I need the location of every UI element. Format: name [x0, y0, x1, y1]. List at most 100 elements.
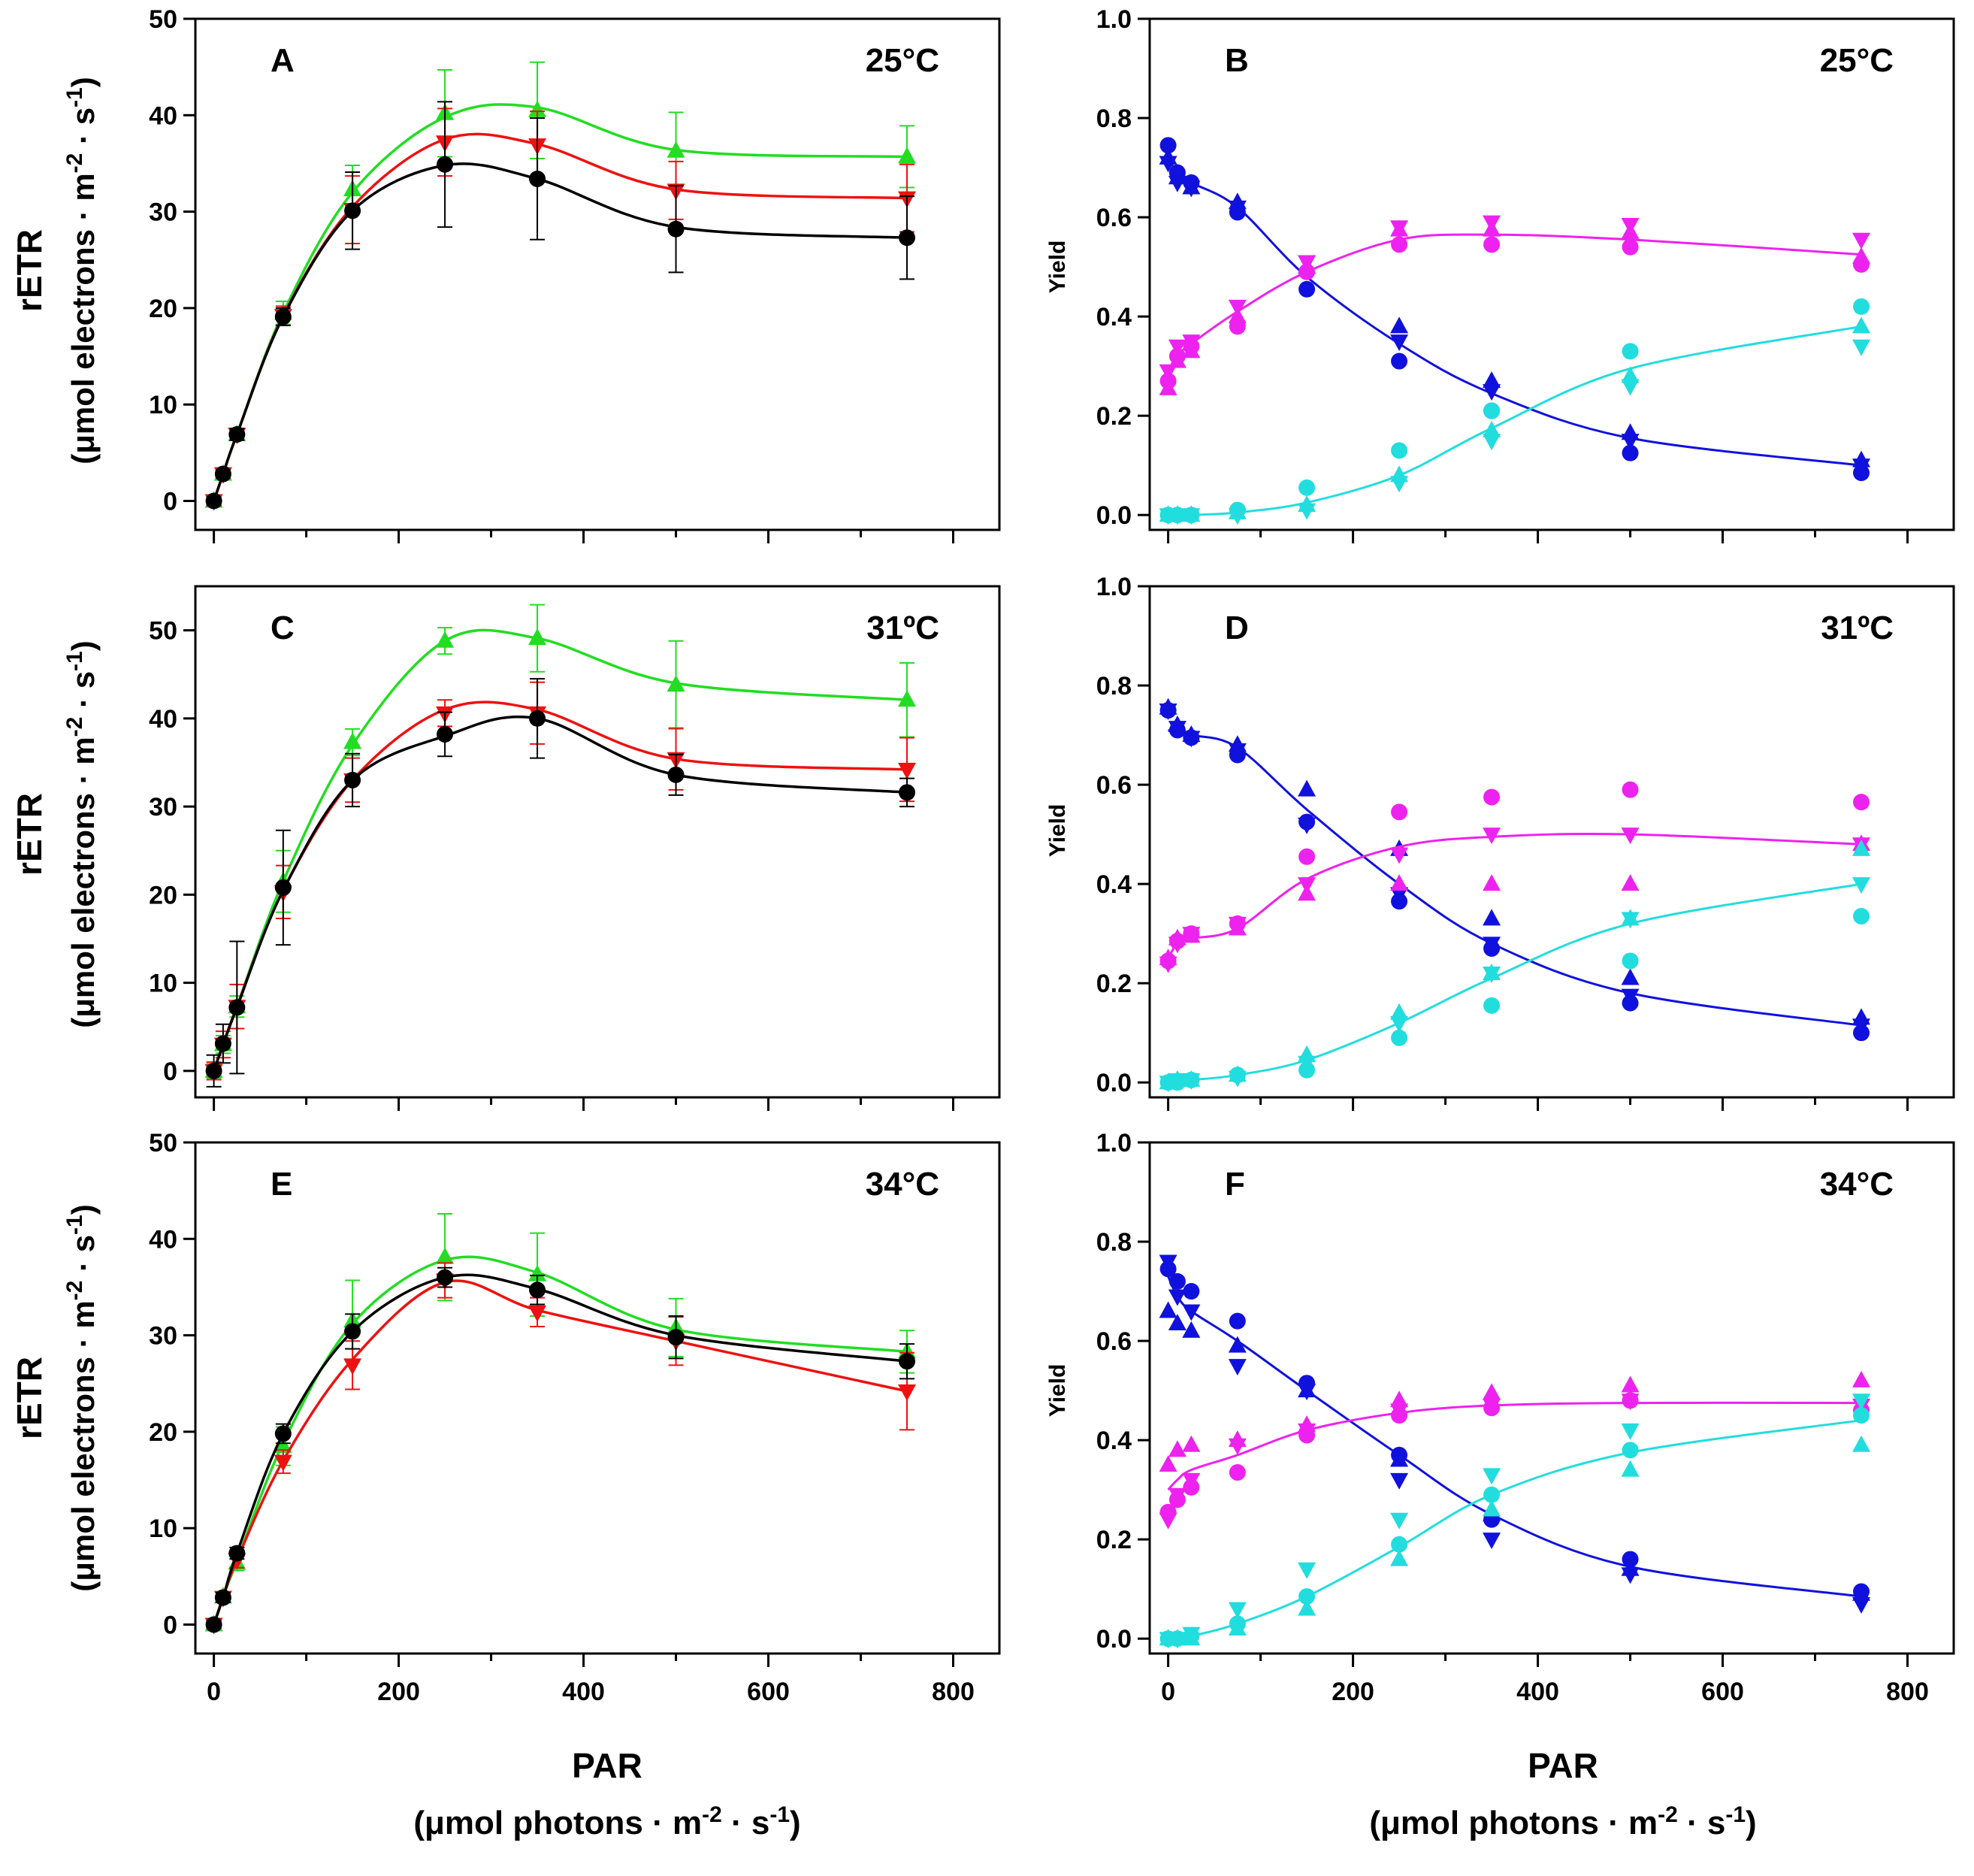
- data-point: [898, 762, 917, 779]
- data-point: [1390, 1512, 1409, 1530]
- retr-unit-label: (μmol electrons · m-2 · s-1): [62, 1204, 101, 1592]
- data-point: [899, 784, 916, 801]
- data-point: [1390, 1472, 1409, 1490]
- fit-curve: [1167, 1275, 1862, 1598]
- data-point: [1182, 334, 1201, 352]
- data-point: [436, 1247, 455, 1264]
- data-point: [528, 1305, 547, 1322]
- data-point: [1182, 1435, 1201, 1452]
- y-tick-label: 10: [149, 391, 177, 419]
- data-point: [1853, 794, 1870, 811]
- data-point: [1159, 364, 1177, 381]
- data-point: [1391, 236, 1408, 253]
- x-tick-label: 400: [562, 1678, 605, 1706]
- panel-c: 0 10 20 30 40 50 C 31ºC: [149, 585, 1001, 1111]
- series-magenta: [1159, 215, 1871, 395]
- data-point: [1390, 1549, 1409, 1566]
- data-point: [1621, 1375, 1640, 1393]
- series-blue: [1159, 697, 1871, 1042]
- data-point: [1483, 1398, 1501, 1415]
- retr-label: rETR: [10, 229, 49, 312]
- data-point: [1852, 1393, 1871, 1411]
- data-point: [1390, 334, 1409, 352]
- y-tick-label: 0.2: [1096, 402, 1132, 431]
- fit-curve: [212, 700, 908, 1072]
- panel-temperature: 25°C: [1820, 42, 1894, 79]
- data-point: [214, 1589, 231, 1606]
- plot-frame: [194, 1141, 1001, 1655]
- data-point: [1621, 1567, 1640, 1584]
- series-blue: [1159, 1254, 1871, 1614]
- data-point: [1298, 479, 1316, 496]
- panel-e: 0 10 20 30 40 50 0 200 400 600 800 E 34°C: [149, 1129, 1001, 1706]
- panel-d: 0.0 0.2 0.4 0.6 0.8 1.0 D 31ºC: [1096, 573, 1955, 1111]
- retr-axis-title-a: rETR (μmol electrons · m-2 · s-1): [10, 77, 101, 464]
- data-point: [1182, 1304, 1201, 1321]
- y-tick-label: 0.4: [1096, 1427, 1132, 1455]
- y-tick-label: 40: [149, 101, 177, 130]
- y-tick-label: 0.2: [1096, 1526, 1132, 1554]
- data-point: [1298, 779, 1317, 797]
- data-point: [1852, 232, 1871, 250]
- data-point: [1228, 1438, 1247, 1455]
- y-tick-label: 0.6: [1096, 204, 1132, 232]
- panel-b: 0.0 0.2 0.4 0.6 0.8 1.0 B 25°C: [1096, 5, 1955, 543]
- data-point: [1298, 1384, 1317, 1401]
- panel-letter: E: [271, 1166, 292, 1203]
- data-point: [1853, 298, 1870, 315]
- data-point: [1483, 966, 1501, 983]
- data-point: [1159, 1455, 1177, 1472]
- data-point: [898, 1384, 917, 1402]
- data-point: [1483, 402, 1501, 419]
- data-point: [1228, 508, 1247, 525]
- data-point: [1168, 175, 1187, 192]
- data-point: [1182, 508, 1201, 525]
- data-point: [1298, 848, 1316, 865]
- series-cyan: [1159, 298, 1871, 525]
- y-tick-label: 20: [149, 881, 177, 909]
- data-point: [1168, 351, 1187, 368]
- data-point: [1159, 704, 1177, 721]
- panel-letter: D: [1225, 610, 1249, 646]
- series-black: [205, 101, 916, 510]
- data-point: [274, 1454, 292, 1472]
- data-point: [1168, 339, 1187, 356]
- data-point: [1483, 1533, 1501, 1550]
- data-point: [529, 1281, 546, 1299]
- data-point: [1390, 874, 1409, 891]
- fit-curve: [1167, 1401, 1862, 1491]
- data-point: [1390, 1003, 1409, 1020]
- x-tick-label: 0: [1161, 1678, 1175, 1706]
- data-point: [437, 156, 454, 173]
- data-point: [437, 1269, 454, 1286]
- data-point: [1168, 1632, 1187, 1649]
- data-point: [1852, 1435, 1871, 1452]
- data-point: [1622, 444, 1639, 461]
- data-point: [1483, 434, 1501, 451]
- data-point: [1621, 912, 1640, 929]
- yield-label-d: Yield: [1045, 804, 1070, 858]
- data-point: [1228, 1618, 1247, 1635]
- data-point: [1390, 1450, 1409, 1467]
- series-cyan: [1159, 1393, 1871, 1649]
- series-magenta: [1159, 781, 1871, 973]
- y-tick-label: 30: [149, 198, 177, 227]
- data-point: [1622, 1442, 1639, 1459]
- fit-curve: [212, 1273, 908, 1626]
- data-point: [1298, 1423, 1317, 1440]
- data-point: [1168, 1289, 1187, 1306]
- x-tick-label: 800: [932, 1678, 975, 1706]
- data-point: [1390, 1390, 1409, 1408]
- data-point: [1390, 1015, 1409, 1033]
- data-point: [1159, 1301, 1177, 1318]
- data-point: [1483, 874, 1501, 891]
- x-tick-label: 200: [1332, 1678, 1374, 1706]
- x-tick-label: 600: [747, 1678, 790, 1706]
- y-tick-label: 30: [149, 793, 177, 822]
- data-point: [274, 879, 292, 896]
- plot-frame: [1148, 17, 1955, 531]
- data-point: [1228, 1602, 1247, 1619]
- data-point: [1391, 1029, 1408, 1046]
- data-point: [1483, 788, 1501, 806]
